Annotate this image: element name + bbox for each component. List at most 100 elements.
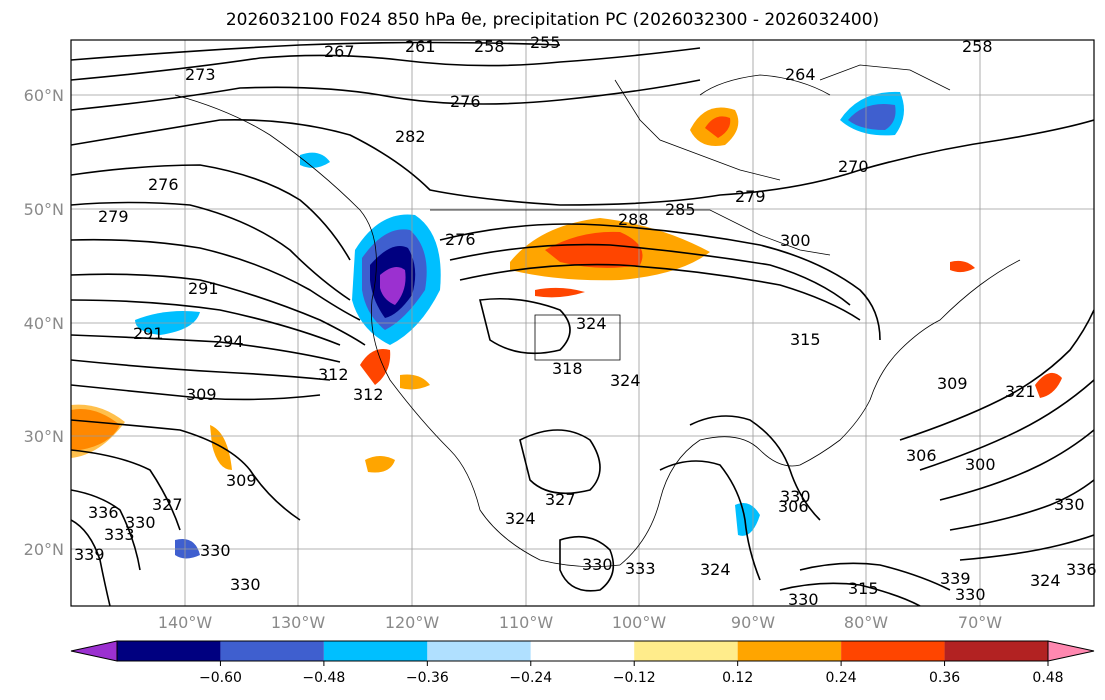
contour-label: 258 (962, 37, 993, 56)
contour-label: 264 (785, 65, 816, 84)
contour-label: 318 (552, 359, 583, 378)
contour-label: 291 (133, 324, 164, 343)
lat-label: 50°N (24, 200, 64, 219)
contour-label: 339 (74, 545, 105, 564)
contour-label: 276 (148, 175, 179, 194)
contour-label: 330 (955, 585, 986, 604)
contour-label: 285 (665, 200, 696, 219)
contour-label: 330 (230, 575, 261, 594)
neg-shade-region (848, 104, 896, 130)
colorbar-segment (634, 641, 738, 661)
colorbar-tick-label: 0.24 (826, 670, 857, 686)
map-frame (70, 39, 1095, 607)
contour-label: 309 (186, 385, 217, 404)
contour-label: 324 (1030, 571, 1061, 590)
lat-label: 60°N (24, 86, 64, 105)
colorbar-tick-label: 0.48 (1032, 670, 1063, 686)
colorbar-extend-min (70, 640, 118, 662)
pos-shade-region (400, 374, 430, 390)
contour-labels: 267 261 258 255 273 264 258 276 282 270 … (74, 33, 1097, 609)
contour-label: 330 (200, 541, 231, 560)
contour-label: 270 (838, 157, 869, 176)
lon-label: 70°W (958, 613, 1002, 632)
contour-label: 279 (735, 187, 766, 206)
graticule (71, 40, 1094, 606)
contour-label: 324 (610, 371, 641, 390)
contour-label: 261 (405, 37, 436, 56)
colorbar-tick-label: −0.12 (613, 670, 656, 686)
colorbar-segment (323, 641, 428, 661)
lon-label: 140°W (158, 613, 213, 632)
contour-label: 309 (226, 471, 257, 490)
contour-label: 276 (445, 230, 476, 249)
contour-label: 327 (545, 490, 576, 509)
contour-label: 339 (940, 569, 971, 588)
pos-shade-region (705, 116, 731, 138)
latitude-labels: 60°N 50°N 40°N 30°N 20°N (24, 86, 64, 559)
lat-label: 40°N (24, 314, 64, 333)
lon-label: 100°W (612, 613, 667, 632)
colorbar: −0.60 −0.48 −0.36 −0.24 −0.12 0.12 0.24 0.36 0.4… (70, 640, 1095, 686)
lat-label: 30°N (24, 427, 64, 446)
contour-label: 330 (788, 590, 819, 609)
pos-shade-region (545, 231, 643, 268)
colorbar-segment (427, 641, 531, 661)
theta-e-contours (71, 41, 1094, 606)
colorbar-segment (944, 641, 1048, 661)
contour-label: 288 (618, 210, 649, 229)
contour-label: 312 (318, 365, 349, 384)
pos-shade-region (535, 287, 585, 298)
contour-label: 324 (700, 560, 731, 579)
neg-shade-region (380, 266, 406, 305)
colorbar-segment (220, 641, 324, 661)
pos-shade-region (950, 260, 975, 273)
contour-label: 321 (1005, 382, 1036, 401)
contour-label: 330 (1054, 495, 1085, 514)
colorbar-segment (737, 641, 842, 661)
contour-label: 291 (188, 279, 219, 298)
colorbar-tick-label: −0.48 (302, 670, 345, 686)
contour-label: 324 (505, 509, 536, 528)
pos-shade-region (365, 456, 395, 473)
contour-label: 333 (104, 525, 135, 544)
contour-label: 309 (937, 374, 968, 393)
contour-label: 306 (778, 497, 809, 516)
contour-label: 276 (450, 92, 481, 111)
contour-label: 315 (848, 579, 879, 598)
contour-label: 333 (625, 559, 656, 578)
colorbar-tick-label: 0.12 (722, 670, 753, 686)
pos-shade-region (1035, 372, 1062, 398)
contour-label: 324 (576, 314, 607, 333)
colorbar-tick-label: 0.36 (929, 670, 960, 686)
lon-label: 130°W (271, 613, 326, 632)
neg-shade-region (735, 502, 760, 536)
contour-label: 300 (965, 455, 996, 474)
pos-shade-region (71, 404, 125, 458)
neg-shade-region (300, 152, 330, 168)
contour-label: 282 (395, 127, 426, 146)
colorbar-segment (841, 641, 945, 661)
longitude-labels: 140°W 130°W 120°W 110°W 100°W 90°W 80°W … (158, 613, 1002, 632)
colorbar-tick-label: −0.24 (509, 670, 552, 686)
contour-label: 294 (213, 332, 244, 351)
contour-label: 336 (88, 503, 119, 522)
contour-label: 315 (790, 330, 821, 349)
colorbar-extend-max (1047, 640, 1095, 662)
lat-label: 20°N (24, 540, 64, 559)
coastlines (174, 64, 1021, 568)
lon-label: 110°W (499, 613, 554, 632)
colorbar-segment (117, 641, 221, 661)
contour-label: 273 (185, 65, 216, 84)
lon-label: 120°W (385, 613, 440, 632)
lon-label: 90°W (731, 613, 775, 632)
contour-label: 258 (474, 37, 505, 56)
colorbar-segment (530, 641, 635, 661)
colorbar-tick-label: −0.36 (406, 670, 449, 686)
pos-shade-region (360, 349, 391, 385)
contour-label: 279 (98, 207, 129, 226)
contour-label: 312 (353, 385, 384, 404)
contour-label: 267 (324, 42, 355, 61)
colorbar-tick-label: −0.60 (199, 670, 242, 686)
contour-label: 330 (780, 487, 811, 506)
